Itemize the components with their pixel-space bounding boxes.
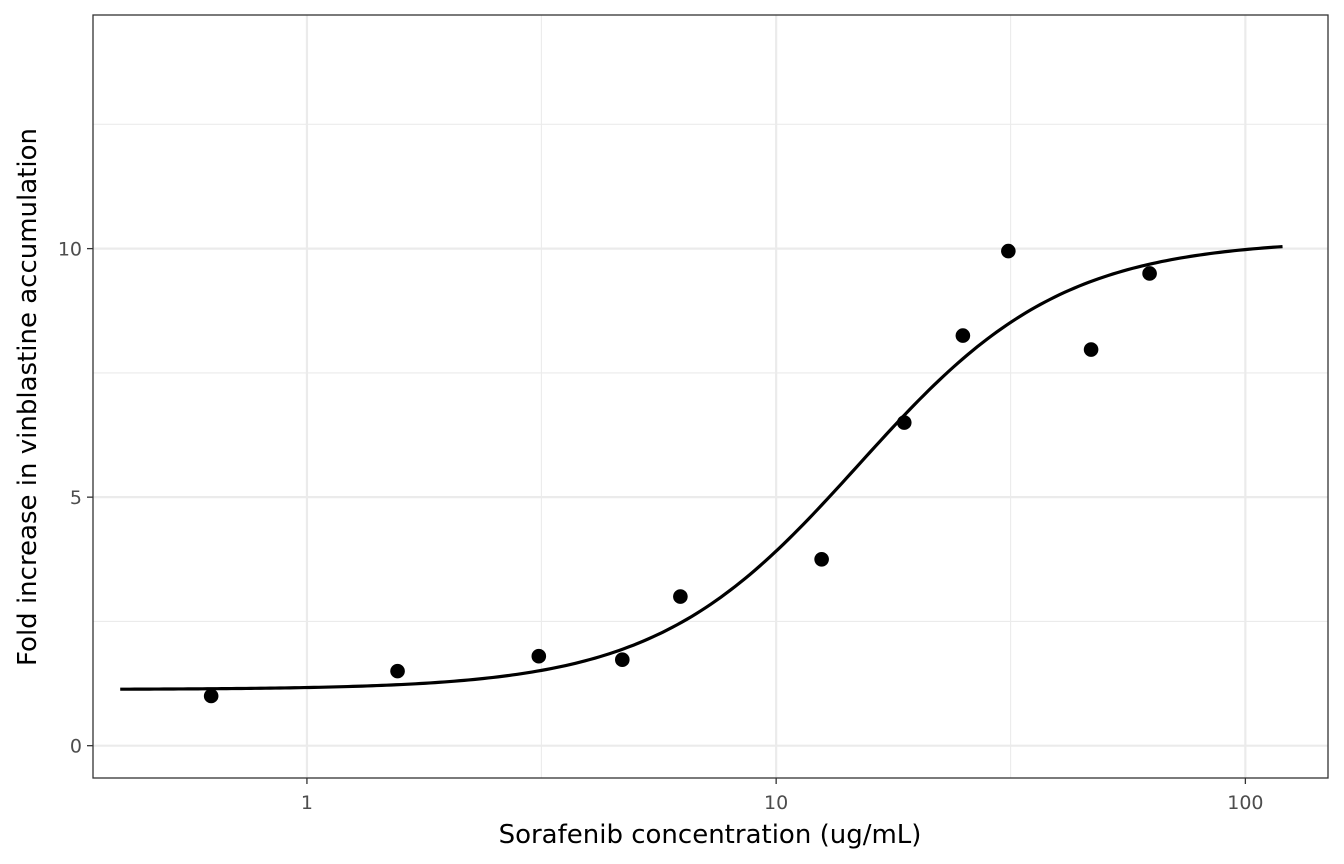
x-tick-label: 100 bbox=[1227, 792, 1263, 814]
fitted-curve bbox=[120, 245, 1283, 691]
data-point bbox=[1142, 266, 1157, 281]
data-point bbox=[531, 648, 547, 664]
y-tick-label: 0 bbox=[70, 736, 82, 758]
data-point bbox=[1001, 243, 1016, 259]
x-tick-label: 10 bbox=[764, 792, 788, 814]
y-tick-label: 10 bbox=[58, 239, 82, 261]
x-axis-title: Sorafenib concentration (ug/mL) bbox=[499, 820, 922, 850]
x-axis-ticks: 1 10 100 bbox=[301, 778, 1264, 814]
plot-panel bbox=[93, 15, 1328, 778]
panel-border bbox=[92, 14, 1329, 779]
major-gridlines bbox=[93, 15, 1328, 778]
data-point bbox=[203, 688, 219, 704]
y-tick-label: 5 bbox=[70, 487, 82, 509]
data-point bbox=[390, 663, 405, 679]
data-points bbox=[203, 243, 1157, 704]
y-axis-title: Fold increase in vinblastine accumulatio… bbox=[13, 128, 43, 666]
x-tick-label: 1 bbox=[301, 792, 313, 814]
data-point bbox=[896, 415, 912, 430]
data-point bbox=[955, 328, 971, 343]
data-point bbox=[614, 652, 630, 667]
data-point bbox=[814, 551, 829, 567]
data-point bbox=[1083, 342, 1099, 357]
y-axis-ticks: 0 5 10 bbox=[58, 239, 93, 758]
data-point bbox=[673, 589, 688, 604]
